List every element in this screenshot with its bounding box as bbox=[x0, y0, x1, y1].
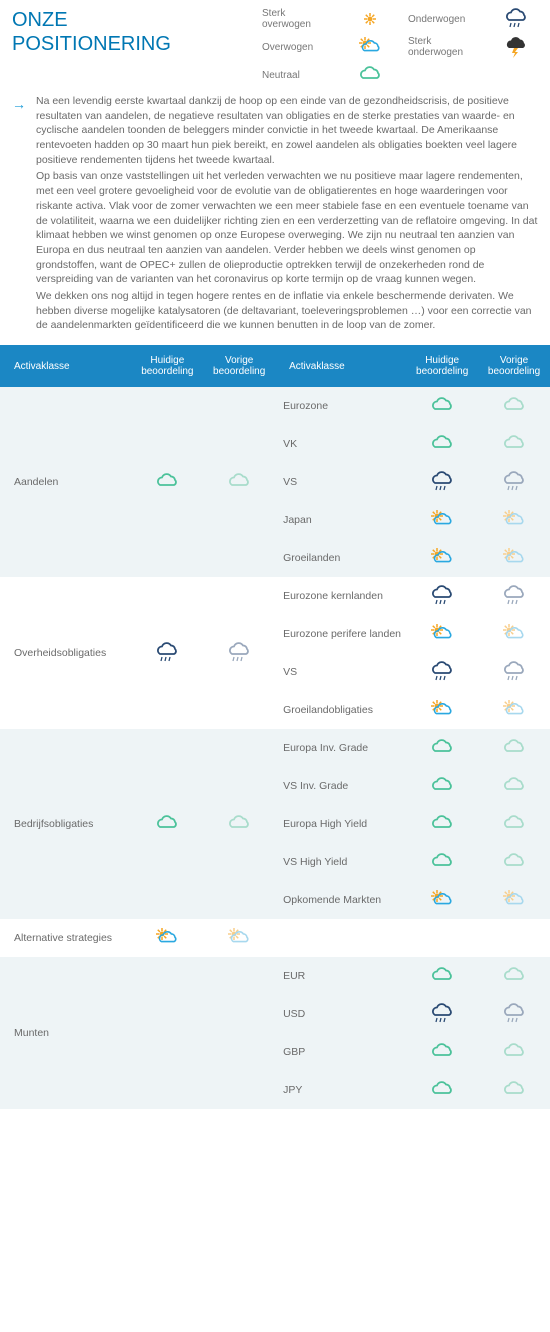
rain-dark-icon bbox=[496, 8, 536, 30]
group-prev-icon bbox=[203, 919, 275, 957]
th-activaklasse-1: Activaklasse bbox=[0, 345, 131, 387]
th-activaklasse-2: Activaklasse bbox=[275, 345, 406, 387]
sub-current-icon bbox=[406, 805, 478, 843]
sub-prev-icon bbox=[478, 995, 550, 1033]
sub-current-icon bbox=[406, 577, 478, 615]
sub-current-icon bbox=[406, 615, 478, 653]
sub-label: VS bbox=[275, 463, 406, 501]
group-current-icon bbox=[131, 919, 203, 957]
sun-icon bbox=[350, 8, 390, 30]
sub-label bbox=[275, 919, 406, 957]
sub-label: Groeilandobligaties bbox=[275, 691, 406, 729]
sub-label: Europa Inv. Grade bbox=[275, 729, 406, 767]
arrow-icon: → bbox=[12, 94, 36, 335]
sub-prev-icon bbox=[478, 729, 550, 767]
sub-prev-icon bbox=[478, 843, 550, 881]
group-current-icon bbox=[131, 729, 203, 919]
sub-prev-icon bbox=[478, 539, 550, 577]
sub-label: VK bbox=[275, 425, 406, 463]
sub-current-icon bbox=[406, 729, 478, 767]
sub-prev-icon bbox=[478, 805, 550, 843]
page-title: ONZE POSITIONERING bbox=[12, 8, 182, 86]
sub-label: USD bbox=[275, 995, 406, 1033]
group-label: Aandelen bbox=[0, 387, 131, 577]
group-prev-icon bbox=[203, 957, 275, 1109]
legend-label: Overwogen bbox=[262, 42, 332, 53]
group-label: Bedrijfsobligaties bbox=[0, 729, 131, 919]
sub-label: Eurozone kernlanden bbox=[275, 577, 406, 615]
group-prev-icon bbox=[203, 729, 275, 919]
cloud-green-icon bbox=[350, 64, 390, 86]
sub-label: EUR bbox=[275, 957, 406, 995]
group-current-icon bbox=[131, 957, 203, 1109]
legend-label: Neutraal bbox=[262, 70, 332, 81]
sub-label: Eurozone bbox=[275, 387, 406, 425]
storm-icon bbox=[496, 36, 536, 58]
sub-current-icon bbox=[406, 653, 478, 691]
legend-label: Sterk overwogen bbox=[262, 8, 332, 30]
sub-current-icon bbox=[406, 463, 478, 501]
sub-prev-icon bbox=[478, 1033, 550, 1071]
legend: Sterk overwogen Onderwogen Overwogen Sterk … bbox=[182, 8, 538, 86]
group-current-icon bbox=[131, 577, 203, 729]
sub-prev-icon bbox=[478, 957, 550, 995]
sub-current-icon bbox=[406, 881, 478, 919]
sub-current-icon bbox=[406, 843, 478, 881]
group-prev-icon bbox=[203, 387, 275, 577]
sub-label: VS bbox=[275, 653, 406, 691]
body-paragraph: Na een levendig eerste kwartaal dankzij … bbox=[36, 94, 538, 167]
sub-current-icon bbox=[406, 919, 478, 957]
sub-label: Groeilanden bbox=[275, 539, 406, 577]
sub-prev-icon bbox=[478, 387, 550, 425]
sub-label: VS High Yield bbox=[275, 843, 406, 881]
th-vorige-2: Vorige beoordeling bbox=[478, 345, 550, 387]
group-label: Overheidsobligaties bbox=[0, 577, 131, 729]
positioning-table: Activaklasse Huidige beoordeling Vorige … bbox=[0, 345, 550, 1109]
sub-prev-icon bbox=[478, 501, 550, 539]
sub-prev-icon bbox=[478, 919, 550, 957]
group-current-icon bbox=[131, 387, 203, 577]
sub-prev-icon bbox=[478, 1071, 550, 1109]
legend-label: Onderwogen bbox=[408, 14, 478, 25]
sub-current-icon bbox=[406, 957, 478, 995]
body-paragraph: Op basis van onze vaststellingen uit het… bbox=[36, 169, 538, 287]
body-paragraph: We dekken ons nog altijd in tegen hogere… bbox=[36, 289, 538, 333]
sub-current-icon bbox=[406, 387, 478, 425]
sub-current-icon bbox=[406, 1071, 478, 1109]
sub-prev-icon bbox=[478, 577, 550, 615]
sub-prev-icon bbox=[478, 881, 550, 919]
group-label: Munten bbox=[0, 957, 131, 1109]
th-huidige-1: Huidige beoordeling bbox=[131, 345, 203, 387]
th-vorige-1: Vorige beoordeling bbox=[203, 345, 275, 387]
sub-label: VS Inv. Grade bbox=[275, 767, 406, 805]
group-label: Alternative strategies bbox=[0, 919, 131, 957]
sub-current-icon bbox=[406, 425, 478, 463]
sub-prev-icon bbox=[478, 767, 550, 805]
sub-current-icon bbox=[406, 995, 478, 1033]
sub-label: Eurozone perifere landen bbox=[275, 615, 406, 653]
sub-current-icon bbox=[406, 767, 478, 805]
sub-prev-icon bbox=[478, 691, 550, 729]
sun-cloud-icon bbox=[350, 36, 390, 58]
sub-current-icon bbox=[406, 501, 478, 539]
body-text: Na een levendig eerste kwartaal dankzij … bbox=[36, 94, 538, 335]
sub-current-icon bbox=[406, 539, 478, 577]
sub-label: GBP bbox=[275, 1033, 406, 1071]
sub-prev-icon bbox=[478, 463, 550, 501]
sub-label: Japan bbox=[275, 501, 406, 539]
legend-label: Sterk onderwogen bbox=[408, 36, 478, 58]
sub-prev-icon bbox=[478, 653, 550, 691]
th-huidige-2: Huidige beoordeling bbox=[406, 345, 478, 387]
sub-current-icon bbox=[406, 691, 478, 729]
sub-label: Europa High Yield bbox=[275, 805, 406, 843]
sub-label: JPY bbox=[275, 1071, 406, 1109]
sub-prev-icon bbox=[478, 615, 550, 653]
sub-current-icon bbox=[406, 1033, 478, 1071]
group-prev-icon bbox=[203, 577, 275, 729]
sub-label: Opkomende Markten bbox=[275, 881, 406, 919]
sub-prev-icon bbox=[478, 425, 550, 463]
